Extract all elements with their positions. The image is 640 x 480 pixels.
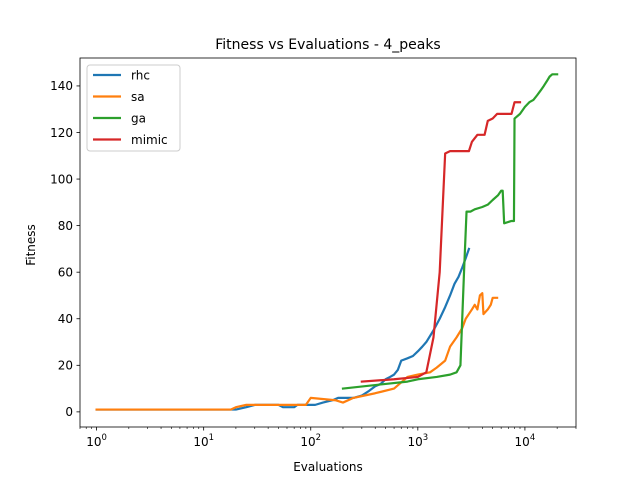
x-tick-label: 103 (407, 433, 428, 449)
x-tick-label: 104 (515, 433, 536, 449)
y-axis-label: Fitness (24, 224, 38, 266)
legend-box (86, 64, 181, 152)
legend-label-rhc: rhc (131, 69, 150, 83)
series-line-rhc (95, 247, 471, 411)
plot-area (95, 73, 559, 411)
y-tick-label: 100 (50, 172, 73, 186)
x-tick-label: 102 (300, 433, 321, 449)
legend-label-sa: sa (131, 90, 145, 104)
series-line-mimic (360, 101, 522, 383)
x-axis-label: Evaluations (293, 460, 363, 474)
y-tick-label: 0 (65, 405, 73, 419)
y-tick-label: 40 (58, 312, 73, 326)
y-tick-label: 80 (58, 219, 73, 233)
legend-label-mimic: mimic (131, 133, 168, 147)
axes-frame (79, 57, 577, 428)
y-tick-label: 140 (50, 79, 73, 93)
legend-label-ga: ga (131, 112, 146, 126)
legend: rhc sa ga mimic (86, 64, 181, 152)
axes: 100 101 102 103 104 0 20 40 60 80 100 120 140 (50, 57, 577, 449)
y-tick-label: 60 (58, 265, 73, 279)
series-line-ga (341, 73, 559, 390)
chart-title: Fitness vs Evaluations - 4_peaks (215, 37, 440, 53)
y-tick-label: 20 (58, 359, 73, 373)
series-line-sa (95, 292, 499, 411)
x-tick-label: 101 (193, 433, 214, 449)
y-tick-label: 120 (50, 126, 73, 140)
x-tick-label: 100 (86, 433, 107, 449)
